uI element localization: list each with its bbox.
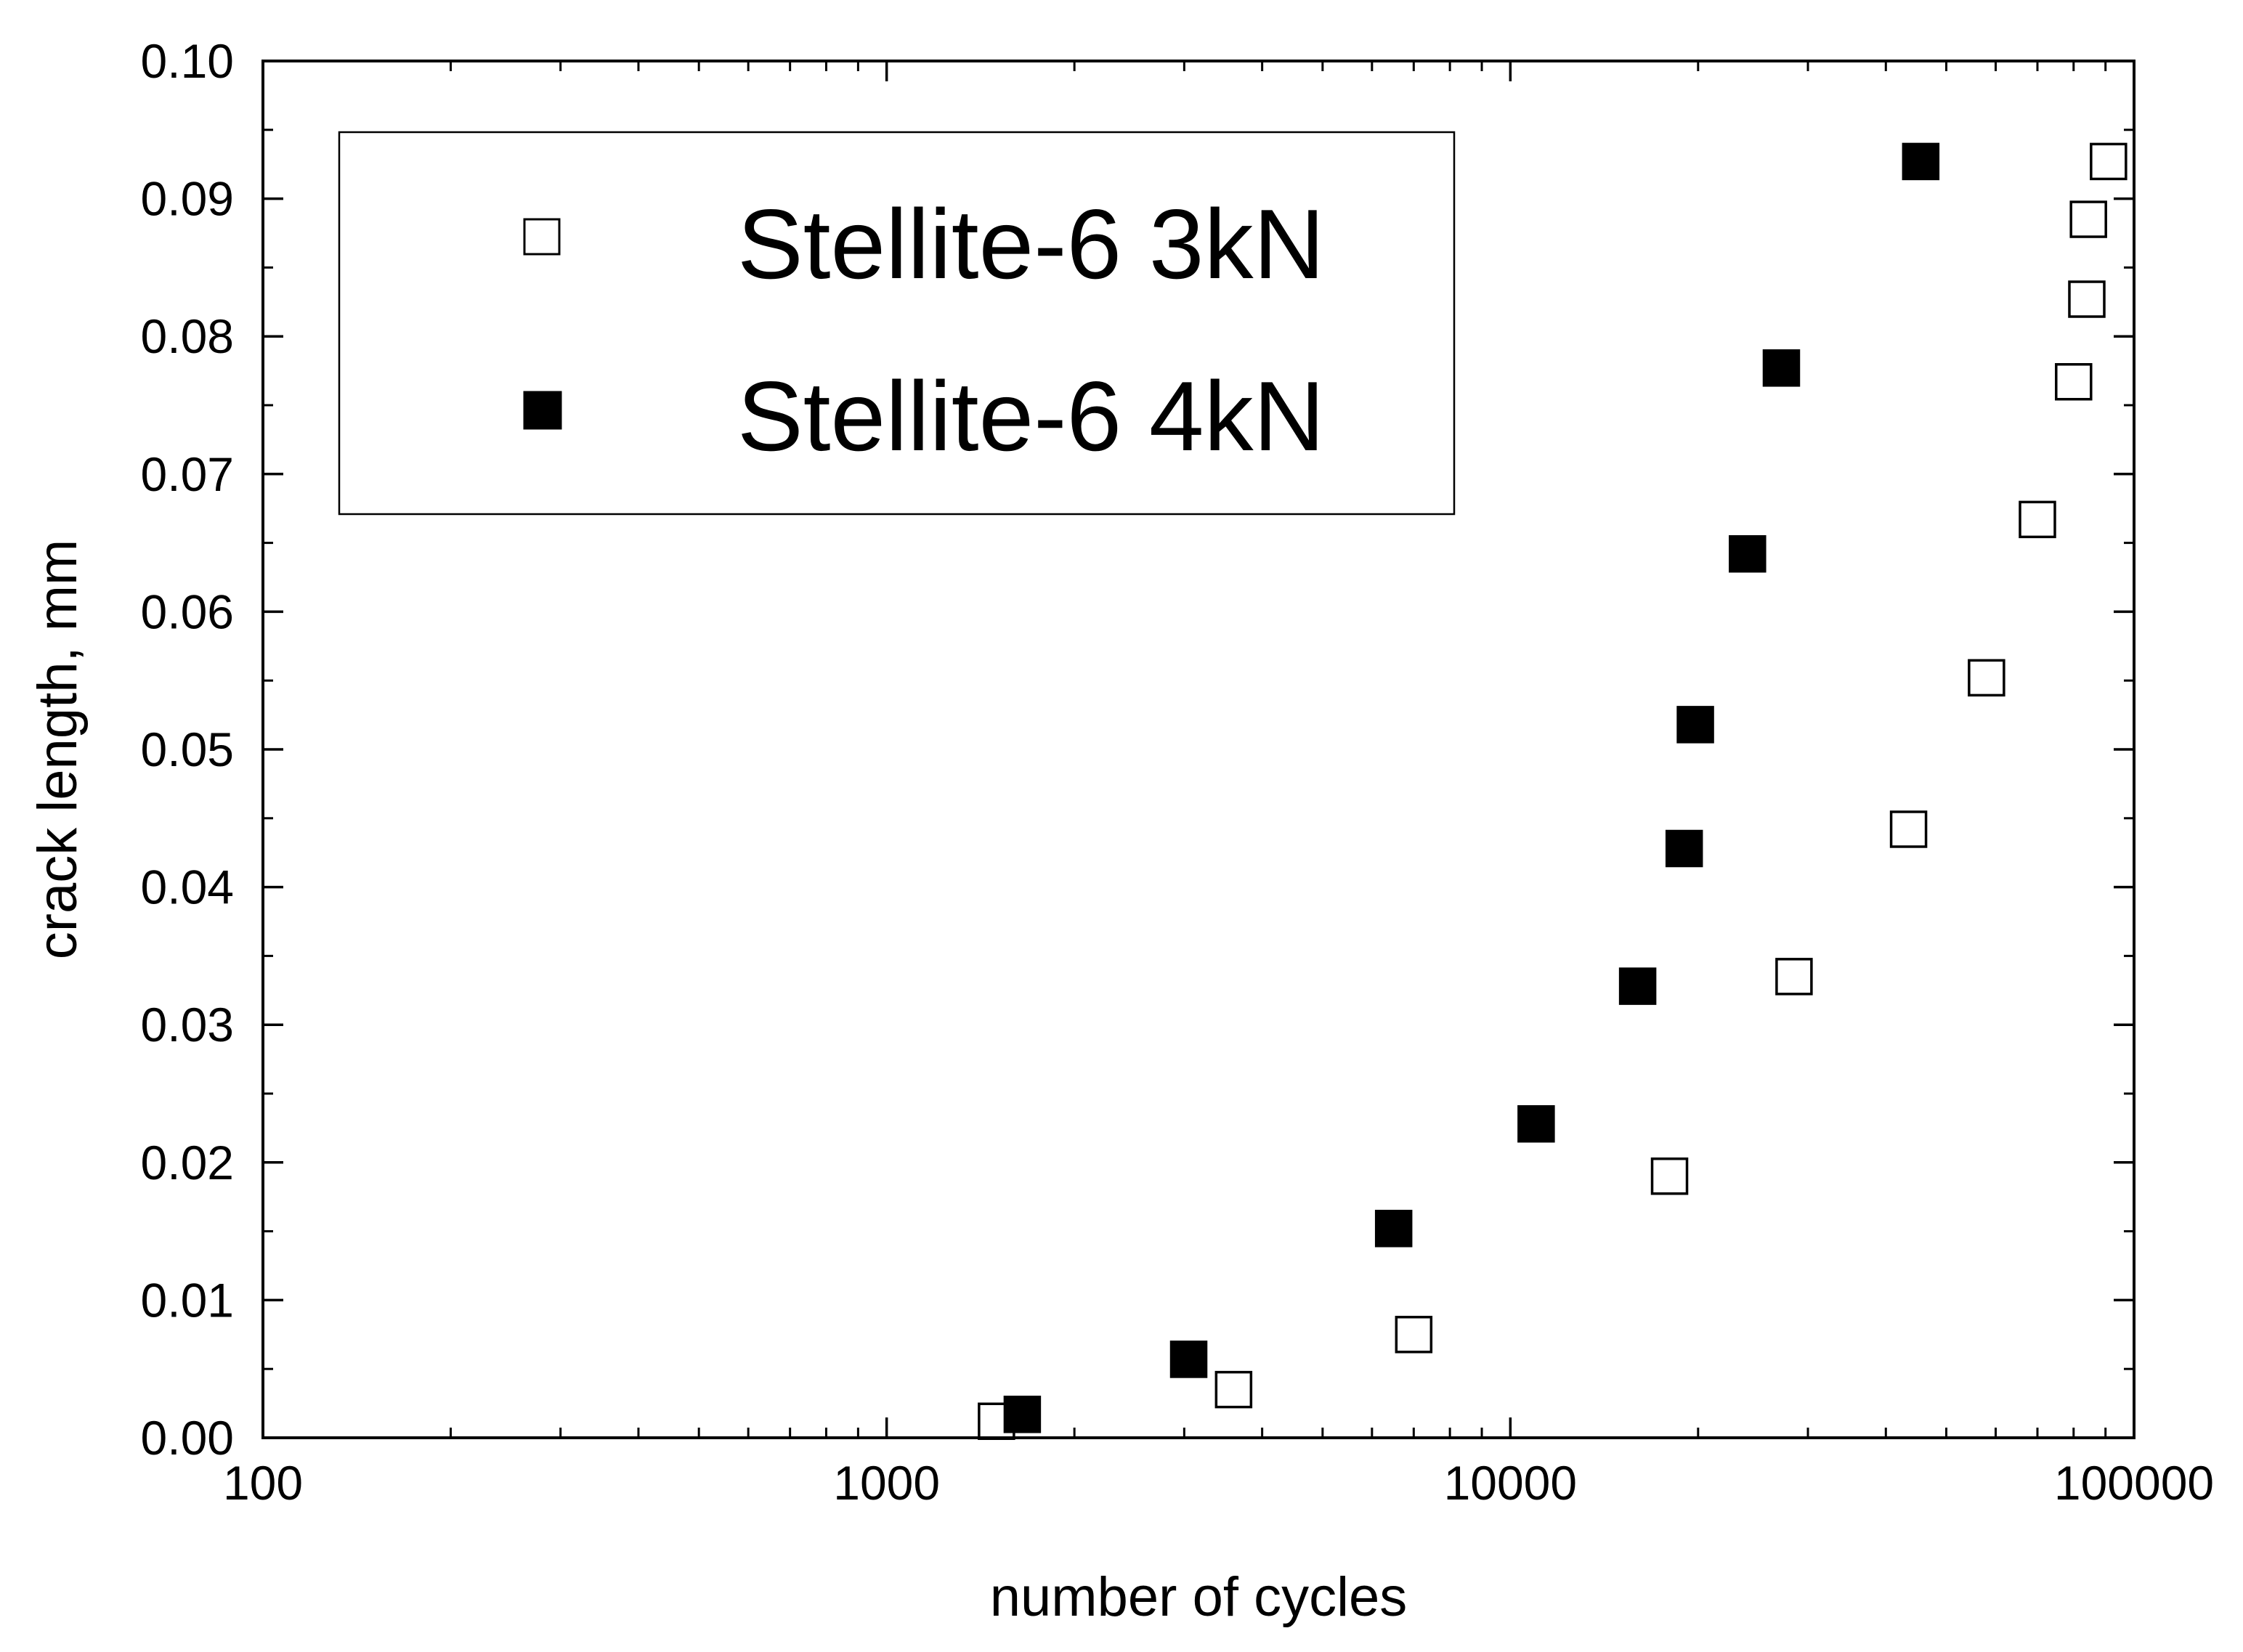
legend-marker-stellite-6-4kn: [523, 391, 562, 430]
data-point-3kn: [2090, 142, 2128, 181]
data-point-3kn: [1650, 1157, 1689, 1195]
data-point-3kn: [2068, 280, 2106, 318]
data-point-3kn: [1395, 1316, 1433, 1354]
x-tick-label: 1000: [833, 1456, 940, 1510]
y-tick-label: 0.03: [141, 998, 234, 1051]
x-tick-label: 100: [223, 1456, 303, 1510]
y-tick-label: 0.08: [141, 309, 234, 363]
x-tick-label: 100000: [2054, 1456, 2214, 1510]
legend-label-stellite-6-4kn: Stellite-6 4kN: [737, 361, 1325, 471]
x-axis-label: number of cycles: [990, 1566, 1407, 1628]
y-tick-label: 0.00: [141, 1411, 234, 1465]
data-point-4kn: [1374, 1210, 1413, 1248]
legend: Stellite-6 3kN Stellite-6 4kN: [338, 131, 1456, 516]
y-tick-label: 0.10: [141, 34, 234, 88]
data-point-3kn: [2069, 200, 2107, 238]
legend-box: [338, 131, 1456, 516]
data-point-4kn: [1618, 967, 1657, 1005]
y-tick-label: 0.07: [141, 447, 234, 501]
legend-marker-stellite-6-3kn: [523, 218, 561, 256]
data-point-4kn: [1676, 706, 1714, 744]
data-point-3kn: [1214, 1370, 1253, 1409]
plot-area-frame: [261, 60, 2135, 1439]
y-tick-label: 0.04: [141, 860, 234, 914]
x-tick-label: 10000: [1444, 1456, 1578, 1510]
data-point-4kn: [1169, 1340, 1208, 1378]
data-point-4kn: [1665, 829, 1703, 868]
data-point-3kn: [2019, 500, 2056, 539]
data-point-3kn: [1968, 659, 2005, 697]
y-tick-label: 0.09: [141, 172, 234, 226]
y-tick-label: 0.02: [141, 1136, 234, 1189]
y-tick-label: 0.06: [141, 585, 234, 638]
data-point-4kn: [1003, 1396, 1042, 1433]
y-tick-label: 0.05: [141, 723, 234, 776]
data-point-3kn: [2055, 363, 2093, 401]
data-point-4kn: [1762, 349, 1801, 387]
legend-label-stellite-6-3kn: Stellite-6 3kN: [737, 189, 1325, 299]
y-axis-label: crack length, mm: [27, 540, 89, 960]
x-axis-ticks: 100 1000 10000 100000: [223, 61, 2214, 1510]
data-point-3kn: [1889, 810, 1928, 848]
data-point-4kn: [1729, 535, 1767, 573]
data-point-4kn: [1902, 142, 1940, 181]
data-points: [978, 142, 2128, 1440]
y-axis-ticks: 0.00 0.01 0.02 0.03 0.04 0.05 0.06 0.07 0.08 0.09…: [141, 34, 2134, 1465]
y-tick-label: 0.01: [141, 1273, 234, 1327]
data-point-4kn: [1517, 1104, 1555, 1143]
data-point-3kn: [1775, 958, 1813, 996]
